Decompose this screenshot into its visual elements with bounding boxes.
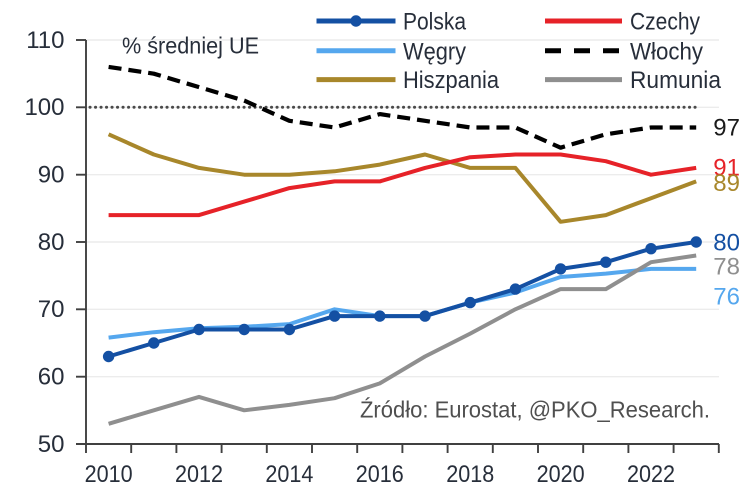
svg-text:110: 110 [26, 27, 64, 54]
svg-text:78: 78 [713, 254, 740, 281]
svg-text:80: 80 [713, 230, 740, 257]
svg-text:Źródło: Eurostat, @PKO_Researc: Źródło: Eurostat, @PKO_Research. [360, 397, 710, 423]
svg-text:2020: 2020 [537, 461, 585, 488]
svg-text:2012: 2012 [175, 461, 223, 488]
svg-text:Rumunia: Rumunia [630, 67, 722, 94]
svg-text:Polska: Polska [403, 9, 467, 36]
svg-text:2014: 2014 [265, 461, 313, 488]
svg-text:2022: 2022 [627, 461, 675, 488]
svg-text:Hiszpania: Hiszpania [403, 67, 500, 94]
svg-text:2018: 2018 [446, 461, 494, 488]
svg-text:100: 100 [24, 94, 64, 121]
svg-text:89: 89 [713, 170, 740, 197]
svg-text:90: 90 [38, 162, 65, 189]
svg-text:50: 50 [38, 431, 65, 458]
svg-text:Włochy: Włochy [630, 38, 703, 65]
svg-text:60: 60 [38, 364, 65, 391]
svg-text:2010: 2010 [85, 461, 133, 488]
svg-text:97: 97 [713, 114, 740, 141]
svg-text:% średniej UE: % średniej UE [122, 33, 259, 59]
svg-text:Czechy: Czechy [630, 9, 700, 36]
svg-text:76: 76 [713, 283, 740, 310]
svg-text:Węgry: Węgry [403, 38, 466, 65]
svg-text:2016: 2016 [356, 461, 404, 488]
svg-text:80: 80 [38, 229, 65, 256]
svg-text:91: 91 [713, 155, 740, 182]
svg-text:70: 70 [38, 296, 65, 323]
